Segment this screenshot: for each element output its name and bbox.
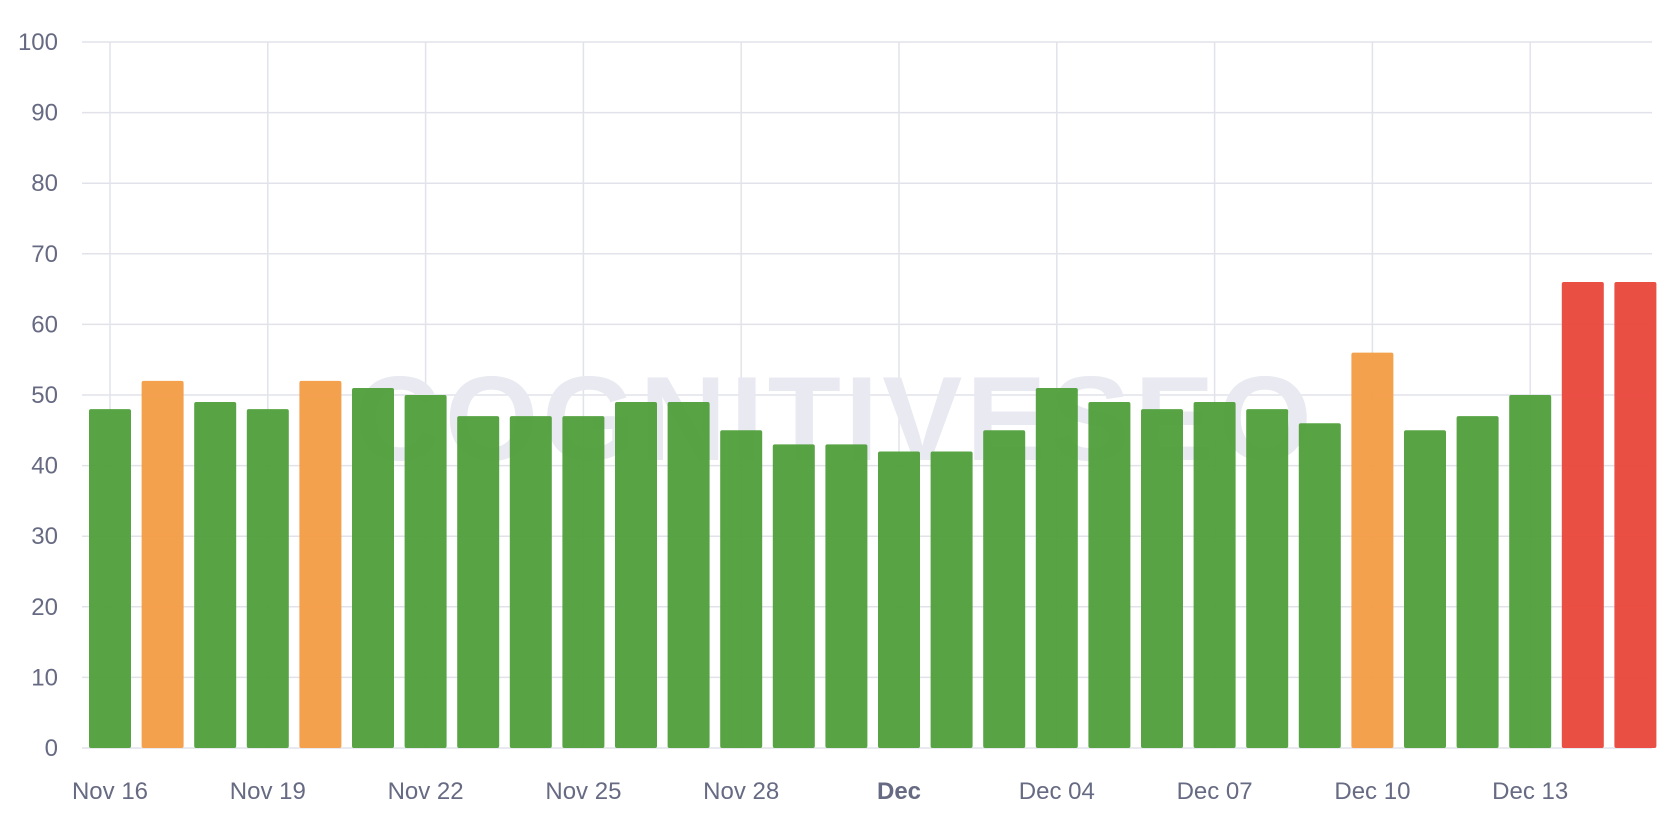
bar-dec-07[interactable]: Dec 07: 49 [1193,402,1236,748]
x-tick-label: Dec 04 [1019,778,1095,805]
bar-nov-22[interactable]: Nov 22: 50 [404,395,447,748]
bar-nov-24[interactable]: Nov 24: 47 [509,416,552,748]
bar-dec-03[interactable]: Dec 03: 45 [983,430,1026,748]
y-tick-label: 100 [18,29,58,56]
y-axis: 0 10 20 30 40 50 60 70 80 90 100 [18,29,58,762]
bar-dec-08[interactable]: Dec 08: 48 [1246,409,1289,748]
bar-nov-17[interactable]: Nov 17: 52 [141,380,184,748]
bar-dec-12[interactable]: Dec 12: 47 [1456,416,1499,748]
bar-dec-02[interactable]: Dec 02: 42 [930,451,973,748]
bar-dec-15[interactable]: Dec 15: 66 [1614,282,1657,748]
x-tick-label: Nov 19 [230,778,306,805]
bar-nov-23[interactable]: Nov 23: 47 [457,416,500,748]
x-tick-label: Nov 28 [703,778,779,805]
bar-nov-28[interactable]: Nov 28: 45 [720,430,763,748]
bar-dec-14[interactable]: Dec 14: 66 [1561,282,1604,748]
bars-layer: Nov 16: 48Nov 17: 52Nov 18: 49Nov 19: 48… [89,282,1657,748]
bar-dec-10[interactable]: Dec 10: 56 [1351,352,1394,748]
bar-nov-18[interactable]: Nov 18: 49 [194,402,237,748]
y-tick-label: 60 [31,311,58,338]
bar-nov-20[interactable]: Nov 20: 52 [299,380,342,748]
x-tick-label: Dec [877,778,921,805]
bar-dec-09[interactable]: Dec 09: 46 [1298,423,1341,748]
bar-nov-16[interactable]: Nov 16: 48 [89,409,131,748]
bar-dec-05[interactable]: Dec 05: 49 [1088,402,1131,748]
x-tick-label: Nov 25 [545,778,621,805]
y-tick-label: 70 [31,241,58,268]
bar-dec-01[interactable]: Dec 01: 42 [878,451,920,748]
bar-nov-30[interactable]: Nov 30: 43 [825,444,868,748]
y-tick-label: 0 [45,735,58,762]
y-tick-label: 40 [31,453,58,480]
x-tick-label: Dec 07 [1177,778,1253,805]
bar-dec-04[interactable]: Dec 04: 51 [1035,387,1078,748]
y-tick-label: 10 [31,664,58,691]
bar-dec-06[interactable]: Dec 06: 48 [1141,409,1183,748]
y-tick-label: 50 [31,382,58,409]
bar-nov-19[interactable]: Nov 19: 48 [246,409,289,748]
x-tick-label: Dec 13 [1492,778,1568,805]
bar-nov-21[interactable]: Nov 21: 51 [352,387,394,748]
y-tick-label: 90 [31,100,58,127]
y-tick-label: 20 [31,594,58,621]
x-axis: Nov 16 Nov 19 Nov 22 Nov 25 Nov 28 Dec Dec 04 D… [72,778,1568,805]
x-tick-label: Dec 10 [1334,778,1410,805]
bar-nov-25[interactable]: Nov 25: 47 [562,416,605,748]
y-tick-label: 30 [31,523,58,550]
bar-nov-29[interactable]: Nov 29: 43 [772,444,815,748]
bar-nov-27[interactable]: Nov 27: 49 [667,402,710,748]
bar-dec-13[interactable]: Dec 13: 50 [1509,395,1552,748]
bar-nov-26[interactable]: Nov 26: 49 [615,402,657,748]
y-tick-label: 80 [31,170,58,197]
bar-dec-11[interactable]: Dec 11: 45 [1404,430,1446,748]
x-tick-label: Nov 22 [388,778,464,805]
x-tick-label: Nov 16 [72,778,148,805]
